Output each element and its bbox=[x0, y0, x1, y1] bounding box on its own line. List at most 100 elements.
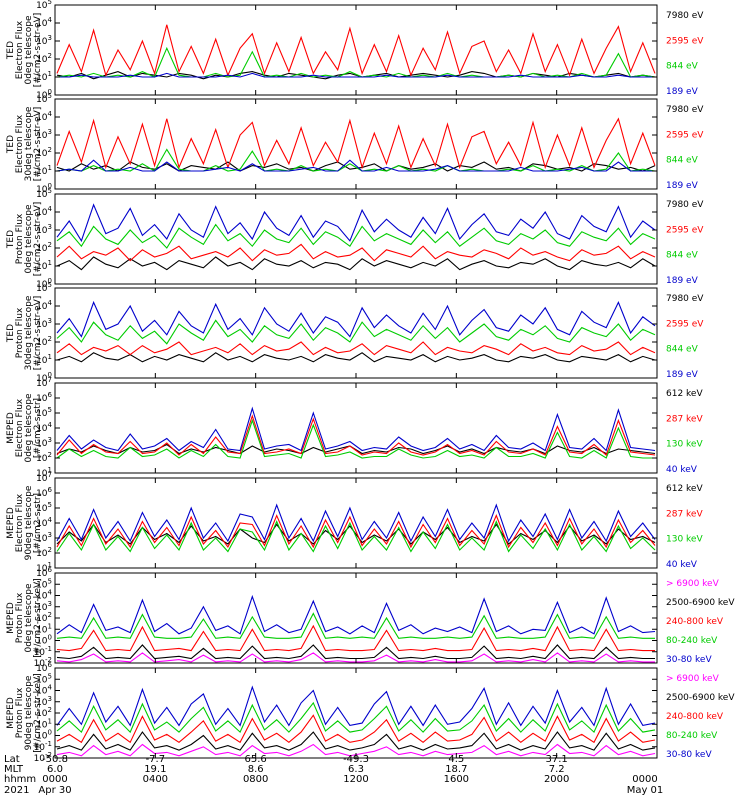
y-axis-label-line: [#/cm2-s-str-keV] bbox=[33, 673, 43, 752]
y-tick-label: 102 bbox=[36, 451, 52, 464]
series-3-1 bbox=[56, 256, 656, 271]
y-axis-label-line: 30deg telescope bbox=[24, 295, 34, 370]
y-axis-label-line: 0deg telescope bbox=[24, 204, 34, 274]
y-tick-label: 103 bbox=[36, 531, 52, 544]
series-1-1 bbox=[56, 71, 656, 80]
legend-entry: > 6900 keV bbox=[666, 674, 720, 684]
legend-entry: 189 eV bbox=[666, 181, 699, 191]
legend-entry: 40 keV bbox=[666, 560, 698, 570]
y-tick-label: 103 bbox=[36, 223, 52, 236]
series-1-3 bbox=[56, 46, 656, 78]
panel-6: 101 102 103 104 105 106 107 MEPED Electron Flux 9… bbox=[6, 471, 703, 574]
series-8-4 bbox=[56, 701, 656, 734]
time-axis-value: 7.2 bbox=[549, 764, 565, 775]
y-tick-label: 103 bbox=[36, 317, 52, 330]
series-6-2 bbox=[56, 514, 656, 549]
y-tick-label: 105 bbox=[36, 187, 52, 200]
legend-entry: 2595 eV bbox=[666, 225, 704, 235]
panel-4: 100 101 102 103 104 105 TED Proton Flux 30deg te… bbox=[6, 281, 704, 384]
y-tick-label: 102 bbox=[36, 146, 52, 159]
legend-entry: 2595 eV bbox=[666, 319, 704, 329]
legend-entry: 7980 eV bbox=[666, 11, 704, 21]
series-6-4 bbox=[56, 503, 656, 543]
y-tick-label: 100 bbox=[36, 371, 52, 384]
axis-row-label-mlt: MLT bbox=[4, 764, 24, 775]
y-tick-label: 104 bbox=[36, 589, 52, 602]
legend-entry: 2500-6900 keV bbox=[666, 693, 735, 703]
y-tick-label: 102 bbox=[36, 706, 52, 719]
time-axis-value: May 01 bbox=[627, 785, 664, 796]
legend-entry: 189 eV bbox=[666, 370, 699, 380]
axis-row-label-year: 2021 bbox=[4, 785, 29, 796]
y-axis-label-line: Proton Flux bbox=[15, 592, 25, 643]
legend-entry: 189 eV bbox=[666, 276, 699, 286]
panel-frame bbox=[54, 382, 658, 474]
legend-entry: 844 eV bbox=[666, 251, 699, 261]
y-tick-label: 101 bbox=[36, 259, 52, 272]
y-tick-label: 10-2 bbox=[34, 751, 52, 764]
panel-3: 100 101 102 103 104 105 TED Proton Flux 0deg tel… bbox=[6, 187, 704, 290]
y-axis-label-line: [#/cm2-s-str-eV] bbox=[33, 107, 43, 182]
time-axis-value: -49.3 bbox=[343, 754, 369, 765]
y-axis-label-line: Proton Flux bbox=[15, 307, 25, 358]
y-tick-label: 105 bbox=[36, 0, 52, 11]
y-axis-label-line: Electron Flux bbox=[15, 20, 25, 79]
y-tick-label: 105 bbox=[36, 577, 52, 590]
y-axis-label-line: 90deg telescope bbox=[24, 675, 34, 750]
y-tick-label: 100 bbox=[36, 182, 52, 195]
y-tick-label: 104 bbox=[36, 110, 52, 123]
y-tick-label: 103 bbox=[36, 695, 52, 708]
y-axis-label-line: [#/cm2-s-str] bbox=[33, 398, 43, 458]
time-axis-value: 0800 bbox=[243, 774, 268, 785]
series-4-4 bbox=[56, 300, 656, 338]
legend-entry: 130 keV bbox=[666, 440, 703, 450]
y-axis-label-line: 90deg telescope bbox=[24, 485, 34, 560]
y-axis-label-line: TED bbox=[6, 135, 16, 154]
y-tick-label: 10-1 bbox=[34, 645, 52, 658]
y-axis-label-line: MEPED bbox=[6, 507, 16, 539]
y-tick-label: 106 bbox=[36, 486, 52, 499]
y-tick-label: 104 bbox=[36, 516, 52, 529]
legend-entry: 612 keV bbox=[666, 389, 703, 399]
y-axis-label-line: 0deg telescope bbox=[24, 583, 34, 653]
y-tick-label: 102 bbox=[36, 611, 52, 624]
legend-entry: 844 eV bbox=[666, 345, 699, 355]
series-3-3 bbox=[56, 223, 656, 249]
y-tick-label: 100 bbox=[36, 88, 52, 101]
legend-entry: 2595 eV bbox=[666, 130, 704, 140]
panel-frame bbox=[54, 193, 658, 285]
y-axis-label-line: 0deg telescope bbox=[24, 15, 34, 85]
y-axis-label-line: [#/cm2-s-str-eV] bbox=[33, 202, 43, 277]
axis-row-label-lat: Lat bbox=[4, 754, 20, 765]
series-4-1 bbox=[56, 352, 656, 363]
y-axis-label-line: [#/cm2-s-str-eV] bbox=[33, 296, 43, 371]
series-1-4 bbox=[57, 72, 655, 78]
y-tick-label: 100 bbox=[36, 729, 52, 742]
y-tick-label: 103 bbox=[36, 600, 52, 613]
y-axis-label-line: TED bbox=[6, 41, 16, 60]
y-axis-label-line: MEPED bbox=[6, 412, 16, 444]
y-tick-label: 106 bbox=[36, 391, 52, 404]
series-8-3 bbox=[56, 714, 656, 744]
y-tick-label: 104 bbox=[36, 684, 52, 697]
panel-1: 100 101 102 103 104 105 TED Electron Flux 0deg t… bbox=[6, 0, 704, 101]
y-tick-label: 101 bbox=[36, 70, 52, 83]
y-axis-label-line: Electron Flux bbox=[15, 398, 25, 457]
y-tick-label: 103 bbox=[36, 34, 52, 47]
legend-entry: 7980 eV bbox=[666, 105, 704, 115]
legend-entry: 130 keV bbox=[666, 535, 703, 545]
legend-entry: > 6900 keV bbox=[666, 579, 720, 589]
y-tick-label: 100 bbox=[36, 277, 52, 290]
series-2-2 bbox=[56, 117, 656, 170]
time-axis-value: 1600 bbox=[444, 774, 469, 785]
legend-entry: 287 keV bbox=[666, 509, 703, 519]
y-tick-label: 102 bbox=[36, 52, 52, 65]
y-tick-label: 101 bbox=[36, 622, 52, 635]
y-axis-label-line: Electron Flux bbox=[15, 114, 25, 173]
y-tick-label: 100 bbox=[36, 634, 52, 647]
series-8-5 bbox=[56, 685, 656, 727]
